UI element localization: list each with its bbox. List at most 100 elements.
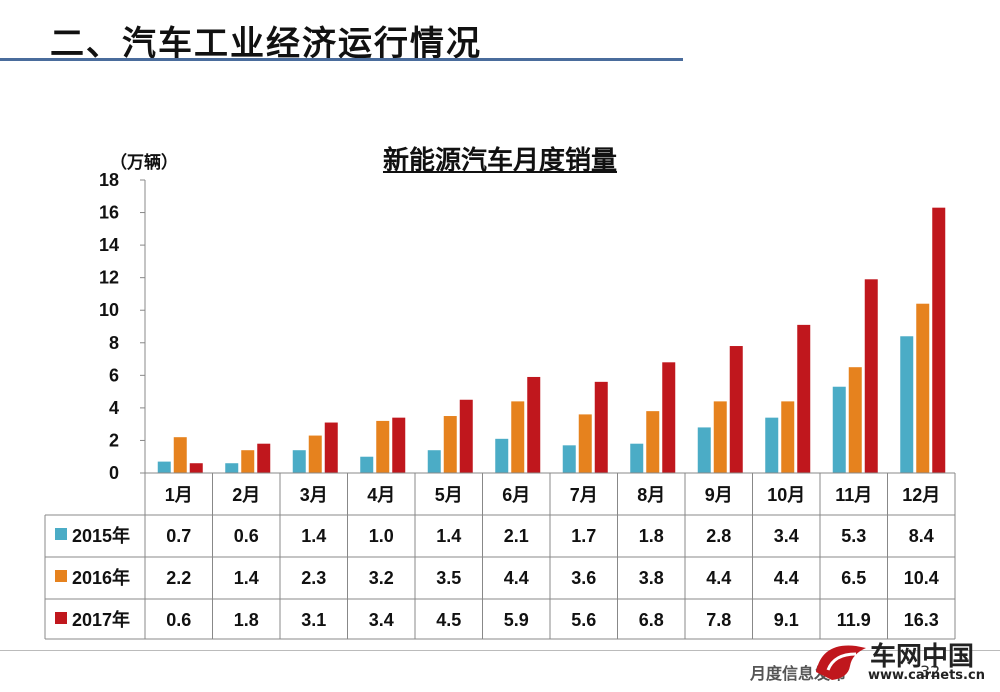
chart-area: 0 2 4 6 8 10 12 14 16 18（万辆） 1月 2月 3月 4月 5月 6月 7月 8月 9月 10月… [44,152,956,640]
data-label: 3.1 [301,610,326,630]
data-label: 0.6 [166,610,191,630]
category-label: 6月 [502,485,530,505]
data-label: 9.1 [774,610,799,630]
y-tick-label: 14 [99,235,119,255]
bar-2016年-6月 [511,401,525,473]
data-label: 6.5 [841,568,866,588]
data-label: 1.7 [571,526,596,546]
data-label: 11.9 [837,610,871,630]
data-label: 4.5 [436,610,461,630]
bar-2017年-8月 [662,362,676,473]
category-label: 4月 [367,485,395,505]
chart-title: 新能源汽车月度销量 [382,146,617,176]
data-label: 5.3 [841,526,866,546]
data-label: 0.6 [234,526,259,546]
bar-2016年-7月 [578,414,592,473]
legend-label: 2015年 [72,525,130,546]
bar-2015年-5月 [427,450,441,473]
data-label: 4.4 [504,568,529,588]
legend-label: 2016年 [72,567,130,588]
bar-2017年-11月 [864,279,878,473]
page-number: 32 [920,662,941,681]
data-label: 2.1 [504,526,529,546]
legend-label: 2017年 [72,609,130,630]
bar-2017年-4月 [392,417,406,473]
data-label: 3.4 [774,526,799,546]
bar-2015年-8月 [630,443,644,473]
bar-2015年-1月 [157,461,171,473]
watermark-text: 车网中国 [870,642,975,672]
data-label: 3.2 [369,568,394,588]
bar-2015年-3月 [292,450,306,473]
bar-2017年-12月 [932,207,946,473]
data-label: 5.6 [571,610,596,630]
data-label: 0.7 [166,526,191,546]
category-label: 9月 [705,485,733,505]
category-label: 12月 [902,485,940,505]
category-label: 5月 [435,485,463,505]
data-label: 10.4 [904,568,939,588]
data-label: 1.8 [639,526,664,546]
data-label: 2.3 [301,568,326,588]
data-label: 4.4 [706,568,731,588]
data-label: 4.4 [774,568,799,588]
data-label: 1.4 [436,526,461,546]
bar-2016年-1月 [173,437,187,473]
data-label: 3.5 [436,568,461,588]
heading-divider [0,58,683,61]
bar-2016年-5月 [443,416,457,473]
bar-2016年-3月 [308,435,322,473]
data-label: 5.9 [504,610,529,630]
data-label: 7.8 [706,610,731,630]
bar-2016年-9月 [713,401,727,473]
y-tick-label: 10 [99,300,119,320]
watermark-logo-icon [816,645,866,680]
category-label: 11月 [835,485,872,505]
data-label: 3.6 [571,568,596,588]
bar-2017年-9月 [729,346,743,473]
bar-2015年-4月 [360,456,374,473]
bar-2015年-9月 [697,427,711,473]
category-label: 8月 [637,485,665,505]
data-label: 6.8 [639,610,664,630]
data-label: 1.8 [234,610,259,630]
y-unit-label: （万辆） [110,152,178,173]
bar-2017年-7月 [594,381,608,473]
y-tick-label: 6 [109,365,119,385]
bar-2016年-11月 [848,367,862,473]
bar-2017年-2月 [257,443,271,473]
category-label: 1月 [165,485,193,505]
bar-2016年-10月 [781,401,795,473]
data-label: 3.4 [369,610,394,630]
bar-2015年-11月 [832,386,846,473]
y-tick-label: 2 [109,430,119,450]
y-tick-label: 12 [99,268,119,288]
bar-2015年-2月 [225,463,239,473]
data-label: 1.4 [301,526,326,546]
bar-2015年-7月 [562,445,576,473]
data-label: 3.8 [639,568,664,588]
bar-2017年-3月 [324,422,338,473]
legend-swatch-2017年 [55,612,67,624]
y-tick-label: 18 [99,170,119,190]
bar-2017年-10月 [797,324,811,473]
y-tick-label: 0 [109,463,119,483]
bar-2017年-5月 [459,399,473,473]
watermark-url: www.carnets.cn [868,668,985,683]
bar-2016年-2月 [241,450,255,473]
legend-swatch-2015年 [55,528,67,540]
bar-2017年-1月 [189,463,203,473]
category-label: 7月 [570,485,598,505]
category-label: 3月 [300,485,328,505]
data-label: 2.2 [166,568,191,588]
bar-2016年-4月 [376,420,390,473]
legend-swatch-2016年 [55,570,67,582]
bar-2016年-8月 [646,411,660,473]
y-tick-label: 8 [109,333,119,353]
data-label: 1.4 [234,568,259,588]
category-label: 10月 [767,485,805,505]
bar-2016年-12月 [916,303,930,473]
data-label: 8.4 [909,526,934,546]
bar-2015年-10月 [765,417,779,473]
data-label: 1.0 [369,526,394,546]
